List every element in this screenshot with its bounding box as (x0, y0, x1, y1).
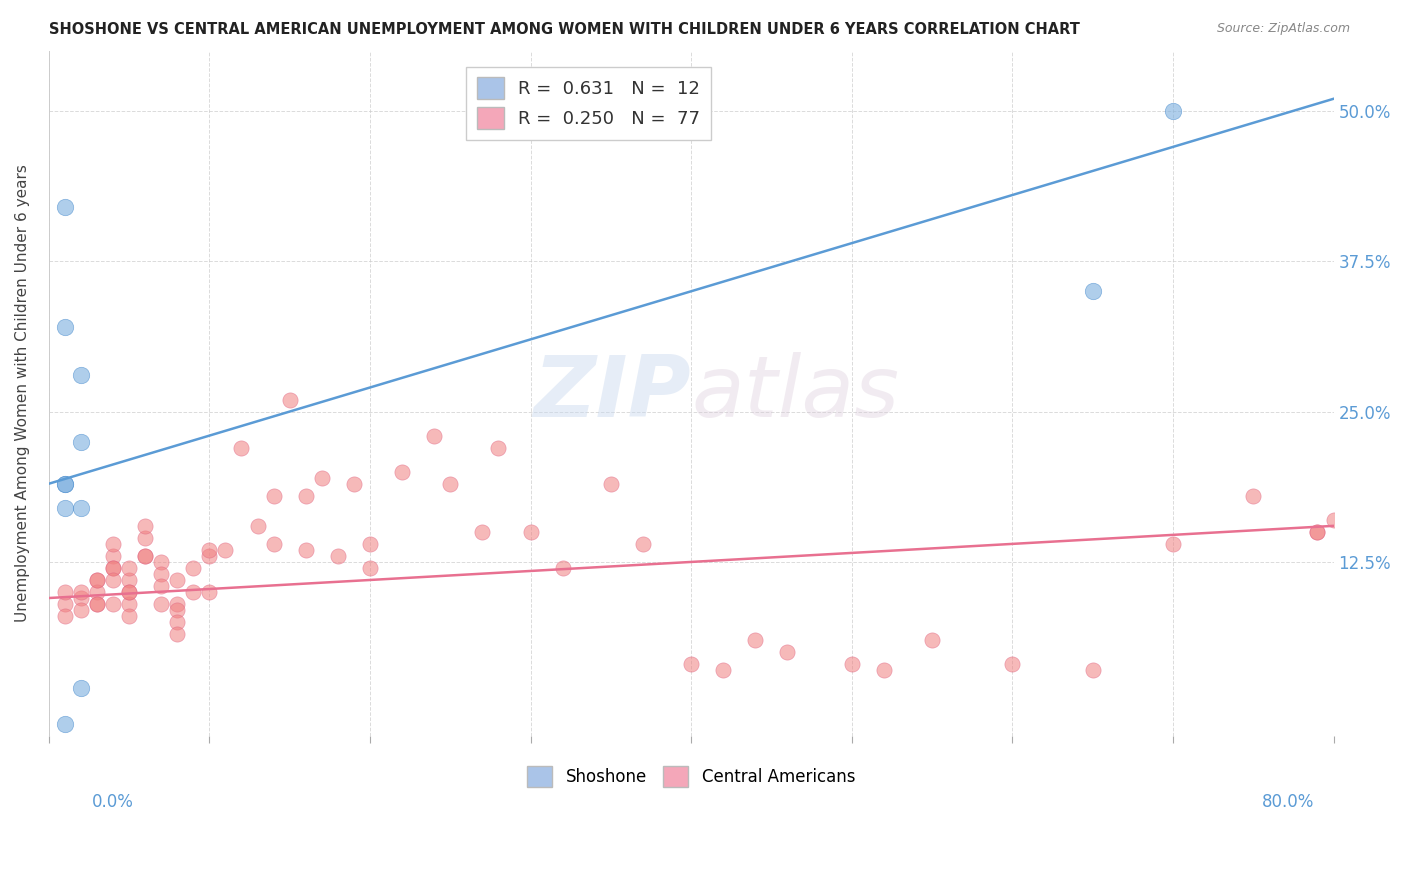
Point (681, 657, 703, 672)
Point (1241, 489, 1264, 503)
Point (231, 441, 253, 455)
Text: 80.0%: 80.0% (1263, 793, 1315, 811)
Point (53, 476, 76, 491)
Point (181, 561, 204, 575)
Point (294, 489, 316, 503)
Point (101, 537, 124, 551)
Point (744, 633, 766, 648)
Point (263, 537, 285, 551)
Point (423, 428, 446, 442)
Point (343, 476, 366, 491)
Point (294, 542, 316, 557)
Point (134, 549, 156, 563)
Point (181, 585, 204, 599)
Point (551, 561, 574, 575)
Point (1322, 513, 1344, 527)
Point (53, 585, 76, 599)
Point (519, 524, 541, 539)
Point (326, 549, 349, 563)
Text: Source: ZipAtlas.com: Source: ZipAtlas.com (1216, 22, 1350, 36)
Point (776, 645, 799, 659)
Text: 0.0%: 0.0% (91, 793, 134, 811)
Point (631, 537, 654, 551)
Point (134, 549, 156, 563)
Legend: Shoshone, Central Americans: Shoshone, Central Americans (517, 756, 865, 797)
Point (263, 489, 285, 503)
Point (53, 717, 76, 731)
Point (198, 585, 221, 599)
Point (101, 597, 124, 611)
Text: SHOSHONE VS CENTRAL AMERICAN UNEMPLOYMENT AMONG WOMEN WITH CHILDREN UNDER 6 YEAR: SHOSHONE VS CENTRAL AMERICAN UNEMPLOYMEN… (49, 22, 1080, 37)
Point (166, 615, 188, 629)
Point (118, 573, 141, 587)
Point (311, 471, 333, 485)
Text: atlas: atlas (692, 352, 898, 435)
Point (118, 609, 141, 624)
Point (118, 585, 141, 599)
Point (711, 663, 734, 677)
Point (70, 434, 93, 449)
Point (214, 542, 236, 557)
Point (1081, 663, 1104, 677)
Y-axis label: Unemployment Among Women with Children Under 6 years: Unemployment Among Women with Children U… (15, 165, 30, 623)
Point (86, 573, 108, 587)
Point (53, 609, 76, 624)
Point (118, 585, 141, 599)
Point (1306, 524, 1329, 539)
Point (166, 573, 188, 587)
Point (278, 392, 301, 407)
Point (439, 476, 461, 491)
Point (486, 441, 509, 455)
Point (166, 627, 188, 641)
Point (53, 500, 76, 515)
Point (53, 597, 76, 611)
Point (86, 597, 108, 611)
Point (150, 579, 173, 593)
Point (101, 561, 124, 575)
Point (166, 597, 188, 611)
Point (70, 585, 93, 599)
Point (359, 537, 381, 551)
Point (70, 500, 93, 515)
Point (841, 657, 863, 672)
Point (86, 573, 108, 587)
Point (70, 591, 93, 605)
Point (134, 519, 156, 533)
Point (166, 603, 188, 617)
Point (53, 200, 76, 214)
Point (101, 561, 124, 575)
Point (1161, 103, 1184, 118)
Point (471, 524, 494, 539)
Text: ZIP: ZIP (533, 352, 692, 435)
Point (86, 597, 108, 611)
Point (118, 597, 141, 611)
Point (1306, 524, 1329, 539)
Point (150, 555, 173, 569)
Point (921, 633, 943, 648)
Point (198, 549, 221, 563)
Point (101, 573, 124, 587)
Point (150, 566, 173, 581)
Point (53, 476, 76, 491)
Point (391, 465, 413, 479)
Point (1081, 285, 1104, 299)
Point (359, 561, 381, 575)
Point (198, 542, 221, 557)
Point (118, 561, 141, 575)
Point (70, 681, 93, 696)
Point (873, 663, 896, 677)
Point (599, 476, 621, 491)
Point (70, 603, 93, 617)
Point (1001, 657, 1024, 672)
Point (134, 531, 156, 545)
Point (101, 549, 124, 563)
Point (70, 368, 93, 383)
Point (1161, 537, 1184, 551)
Point (53, 320, 76, 334)
Point (246, 519, 269, 533)
Point (150, 597, 173, 611)
Point (86, 585, 108, 599)
